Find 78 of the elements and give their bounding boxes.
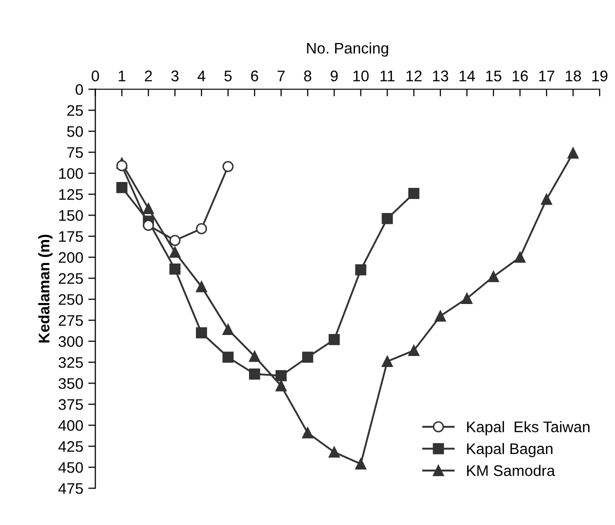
x-tick-label: 0 (92, 70, 99, 82)
y-tick-label: 175 (59, 231, 83, 242)
point (249, 368, 260, 380)
point (355, 264, 366, 276)
y-tick-label: 350 (58, 378, 83, 389)
y-tick-label: 75 (67, 147, 83, 158)
point (196, 281, 208, 292)
y-tick-label: 100 (59, 168, 83, 179)
x-tick-label: 10 (353, 70, 369, 82)
x-tick-label: 19 (592, 70, 608, 82)
point (142, 202, 154, 214)
point (169, 263, 181, 275)
point (169, 234, 181, 246)
x-tick-label: 7 (278, 70, 285, 82)
x-tick-label: 11 (380, 70, 394, 82)
y-tick-label: 400 (58, 420, 83, 431)
x-tick-label: 6 (251, 70, 258, 82)
point (408, 344, 420, 356)
x-tick-label: 1 (118, 70, 126, 82)
y-tick-label: 150 (59, 210, 83, 221)
x-tick-label: 9 (330, 70, 338, 82)
y-tick-label: 450 (58, 462, 83, 473)
point (196, 223, 208, 234)
point (142, 220, 154, 231)
point (276, 370, 287, 382)
legend-label: Kapal Eks Taiwan (467, 421, 590, 436)
y-axis-title: Kedalaman (m) (38, 234, 52, 342)
y-tick-label: 275 (58, 315, 83, 326)
y-tick-label: 125 (59, 189, 83, 200)
point (408, 188, 420, 199)
y-tick-label: 425 (58, 441, 83, 452)
point (222, 352, 234, 363)
point (116, 160, 128, 172)
x-tick-label: 4 (198, 70, 206, 82)
point (434, 310, 446, 322)
y-tick-label: 25 (67, 105, 83, 116)
y-tick-label: 225 (58, 273, 83, 284)
point (169, 246, 181, 258)
point (355, 458, 366, 470)
point (540, 194, 552, 205)
x-tick-label: 17 (539, 70, 554, 82)
point (222, 160, 234, 172)
point (328, 334, 340, 346)
x-tick-label: 8 (304, 70, 312, 82)
point (222, 324, 234, 336)
x-tick-label: 15 (486, 70, 502, 82)
x-tick-label: 5 (224, 70, 232, 82)
x-tick-label: 3 (171, 70, 179, 82)
y-tick-label: 325 (58, 357, 83, 368)
y-tick-label: 375 (58, 399, 83, 410)
y-tick-label: 475 (58, 483, 83, 494)
point (276, 380, 287, 392)
x-tick-label: 18 (566, 70, 581, 82)
point (328, 446, 340, 458)
y-tick-label: 50 (67, 126, 83, 137)
point (302, 352, 314, 363)
point (196, 327, 208, 338)
x-tick-label: 2 (144, 70, 152, 82)
point (249, 350, 260, 362)
point (302, 427, 314, 438)
point (488, 271, 500, 282)
y-tick-label: 200 (58, 252, 83, 263)
x-tick-label: 14 (460, 70, 475, 82)
x-tick-label: 13 (433, 70, 448, 82)
legend-label: KM Samodra (467, 464, 556, 476)
x-tick-label: 12 (406, 70, 422, 82)
y-tick-label: 300 (58, 336, 83, 347)
point (514, 252, 526, 263)
y-tick-label: 0 (76, 84, 83, 95)
x-tick-label: 16 (512, 70, 528, 82)
point (382, 213, 393, 224)
x-axis-title: No. Pancing (307, 42, 388, 57)
point (568, 148, 579, 159)
point (116, 182, 128, 194)
point (461, 292, 472, 304)
legend-label: Kapal Bagan (467, 442, 552, 458)
y-tick-label: 250 (58, 294, 83, 305)
point (382, 356, 393, 367)
